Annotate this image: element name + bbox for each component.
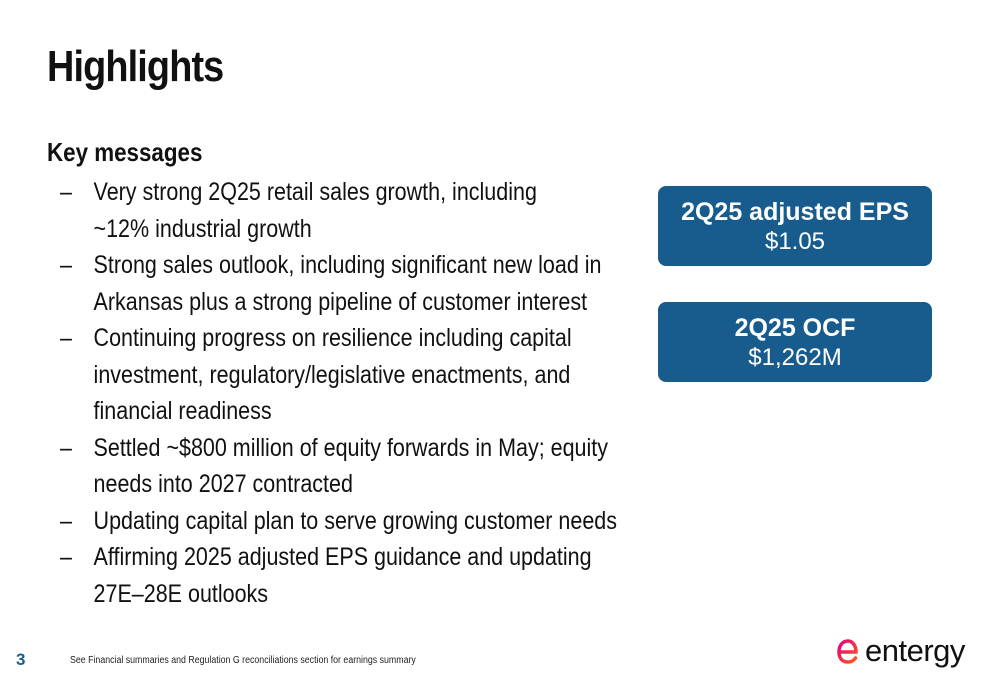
list-item: – Affirming 2025 adjusted EPS guidance a…: [60, 539, 644, 612]
metric-label: 2Q25 OCF: [734, 313, 856, 342]
list-item: – Strong sales outlook, including signif…: [60, 247, 661, 320]
page-number: 3: [16, 650, 26, 669]
bullet-text: Strong sales outlook, including signific…: [93, 251, 602, 316]
bullet-marker: –: [60, 251, 72, 279]
key-messages-list: – Very strong 2Q25 retail sales growth, …: [60, 174, 619, 612]
bullet-marker: –: [60, 543, 72, 571]
list-item: – Settled ~$800 million of equity forwar…: [60, 430, 661, 503]
bullet-marker: –: [60, 433, 72, 462]
bullet-text: Very strong 2Q25 retail sales growth, in…: [93, 178, 537, 243]
footnote: See Financial summaries and Regulation G…: [70, 655, 416, 666]
entergy-logo-text: entergy: [865, 632, 965, 668]
ocf-card: 2Q25 OCF $1,262M: [658, 302, 932, 382]
page-title: Highlights: [47, 42, 224, 91]
bullet-text: Affirming 2025 adjusted EPS guidance and…: [93, 543, 592, 608]
metric-value: $1.05: [764, 227, 826, 255]
metric-label: 2Q25 adjusted EPS: [681, 197, 909, 226]
list-item: – Very strong 2Q25 retail sales growth, …: [60, 174, 575, 247]
list-item: – Continuing progress on resilience incl…: [60, 320, 618, 430]
list-item: – Updating capital plan to serve growing…: [60, 503, 696, 540]
bullet-text: Settled ~$800 million of equity forwards…: [93, 433, 609, 499]
entergy-logo-icon: [837, 639, 858, 664]
key-messages-heading: Key messages: [47, 137, 203, 167]
bullet-marker: –: [60, 324, 72, 352]
bullet-marker: –: [60, 506, 72, 535]
entergy-logo: entergy: [836, 633, 965, 667]
metric-value: $1,262M: [748, 343, 842, 371]
bullet-marker: –: [60, 178, 72, 206]
adjusted-eps-card: 2Q25 adjusted EPS $1.05: [658, 186, 932, 266]
bullet-text: Continuing progress on resilience includ…: [93, 324, 572, 425]
bullet-text: Updating capital plan to serve growing c…: [93, 506, 618, 535]
